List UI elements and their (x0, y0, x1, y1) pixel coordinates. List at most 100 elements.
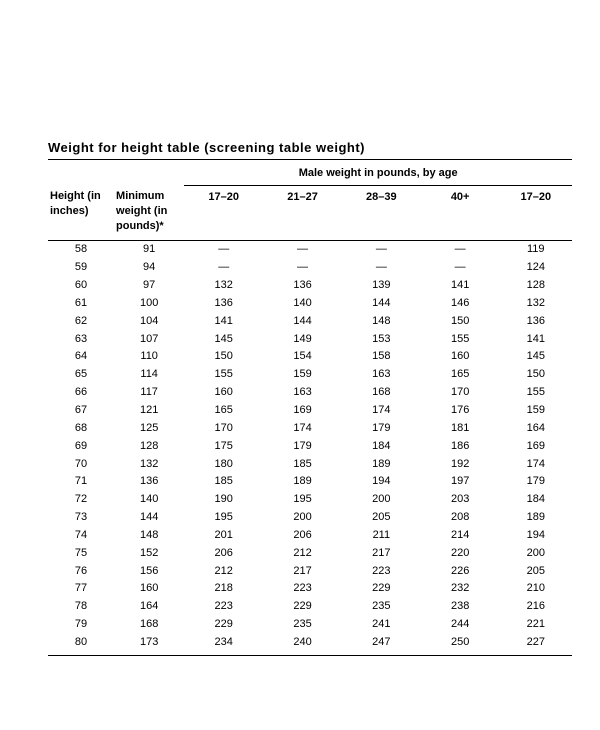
cell-age-21-27: — (263, 241, 342, 259)
cell-age-17-20: 201 (184, 526, 263, 544)
cell-age-40-plus: 250 (421, 633, 500, 651)
table-row: 5994————124 (48, 259, 572, 277)
cell-age-21-27: 240 (263, 633, 342, 651)
cell-age-17-20: 170 (184, 419, 263, 437)
cell-height: 62 (48, 312, 114, 330)
cell-age-21-27: 149 (263, 330, 342, 348)
cell-age-40-plus: 208 (421, 509, 500, 527)
cell-age-28-39: — (342, 241, 421, 259)
cell-extra-17-20: 119 (500, 241, 572, 259)
cell-extra-17-20: 145 (500, 348, 572, 366)
table-title: Weight for height table (screening table… (48, 140, 572, 155)
cell-min-weight: 110 (114, 348, 184, 366)
subheader-wrap: Male weight in pounds, by age (48, 160, 572, 185)
cell-height: 76 (48, 562, 114, 580)
cell-age-28-39: 229 (342, 580, 421, 598)
cell-extra-17-20: 159 (500, 401, 572, 419)
cell-age-17-20: 180 (184, 455, 263, 473)
cell-age-17-20: 229 (184, 616, 263, 634)
col-header-age-17-20: 17–20 (184, 185, 263, 240)
table-row: 80173234240247250227 (48, 633, 572, 651)
cell-min-weight: 94 (114, 259, 184, 277)
cell-age-28-39: 235 (342, 598, 421, 616)
cell-height: 63 (48, 330, 114, 348)
cell-height: 75 (48, 544, 114, 562)
cell-age-28-39: 184 (342, 437, 421, 455)
cell-age-17-20: 165 (184, 401, 263, 419)
cell-age-28-39: 217 (342, 544, 421, 562)
cell-age-17-20: 206 (184, 544, 263, 562)
cell-age-21-27: 185 (263, 455, 342, 473)
cell-min-weight: 107 (114, 330, 184, 348)
table-row: 5891————119 (48, 241, 572, 259)
cell-age-21-27: 174 (263, 419, 342, 437)
cell-age-21-27: 169 (263, 401, 342, 419)
cell-min-weight: 104 (114, 312, 184, 330)
cell-age-17-20: 195 (184, 509, 263, 527)
cell-min-weight: 97 (114, 277, 184, 295)
cell-age-28-39: 247 (342, 633, 421, 651)
cell-age-17-20: — (184, 259, 263, 277)
table-row: 69128175179184186169 (48, 437, 572, 455)
col-header-extra-17-20: 17–20 (500, 185, 572, 240)
cell-height: 61 (48, 294, 114, 312)
cell-extra-17-20: 200 (500, 544, 572, 562)
cell-age-17-20: — (184, 241, 263, 259)
cell-age-40-plus: 203 (421, 491, 500, 509)
cell-age-21-27: 154 (263, 348, 342, 366)
cell-age-17-20: 218 (184, 580, 263, 598)
cell-extra-17-20: 132 (500, 294, 572, 312)
cell-age-21-27: 163 (263, 384, 342, 402)
table-row: 72140190195200203184 (48, 491, 572, 509)
cell-age-40-plus: 160 (421, 348, 500, 366)
cell-min-weight: 125 (114, 419, 184, 437)
table-row: 71136185189194197179 (48, 473, 572, 491)
cell-extra-17-20: 210 (500, 580, 572, 598)
cell-min-weight: 168 (114, 616, 184, 634)
cell-min-weight: 164 (114, 598, 184, 616)
cell-height: 72 (48, 491, 114, 509)
cell-min-weight: 100 (114, 294, 184, 312)
cell-min-weight: 173 (114, 633, 184, 651)
cell-age-40-plus: — (421, 241, 500, 259)
cell-age-40-plus: 220 (421, 544, 500, 562)
cell-age-28-39: 223 (342, 562, 421, 580)
bottom-rule (48, 655, 572, 656)
cell-height: 66 (48, 384, 114, 402)
cell-height: 68 (48, 419, 114, 437)
cell-extra-17-20: 216 (500, 598, 572, 616)
cell-age-40-plus: 238 (421, 598, 500, 616)
cell-height: 67 (48, 401, 114, 419)
cell-age-21-27: 179 (263, 437, 342, 455)
col-header-height: Height (in inches) (48, 185, 114, 240)
cell-height: 73 (48, 509, 114, 527)
table-row: 75152206212217220200 (48, 544, 572, 562)
cell-age-40-plus: 192 (421, 455, 500, 473)
table-row: 78164223229235238216 (48, 598, 572, 616)
cell-min-weight: 140 (114, 491, 184, 509)
table-row: 74148201206211214194 (48, 526, 572, 544)
cell-age-40-plus: 214 (421, 526, 500, 544)
cell-min-weight: 117 (114, 384, 184, 402)
cell-min-weight: 136 (114, 473, 184, 491)
cell-age-28-39: 211 (342, 526, 421, 544)
table-row: 64110150154158160145 (48, 348, 572, 366)
cell-age-17-20: 136 (184, 294, 263, 312)
cell-min-weight: 91 (114, 241, 184, 259)
cell-age-21-27: 159 (263, 366, 342, 384)
cell-extra-17-20: 141 (500, 330, 572, 348)
cell-extra-17-20: 194 (500, 526, 572, 544)
table-row: 70132180185189192174 (48, 455, 572, 473)
cell-age-40-plus: 176 (421, 401, 500, 419)
cell-min-weight: 144 (114, 509, 184, 527)
cell-age-21-27: 140 (263, 294, 342, 312)
cell-age-28-39: 163 (342, 366, 421, 384)
cell-age-28-39: 241 (342, 616, 421, 634)
cell-height: 70 (48, 455, 114, 473)
cell-age-40-plus: 232 (421, 580, 500, 598)
cell-age-40-plus: 170 (421, 384, 500, 402)
cell-age-21-27: 200 (263, 509, 342, 527)
cell-age-21-27: 217 (263, 562, 342, 580)
cell-extra-17-20: 155 (500, 384, 572, 402)
cell-age-40-plus: 197 (421, 473, 500, 491)
